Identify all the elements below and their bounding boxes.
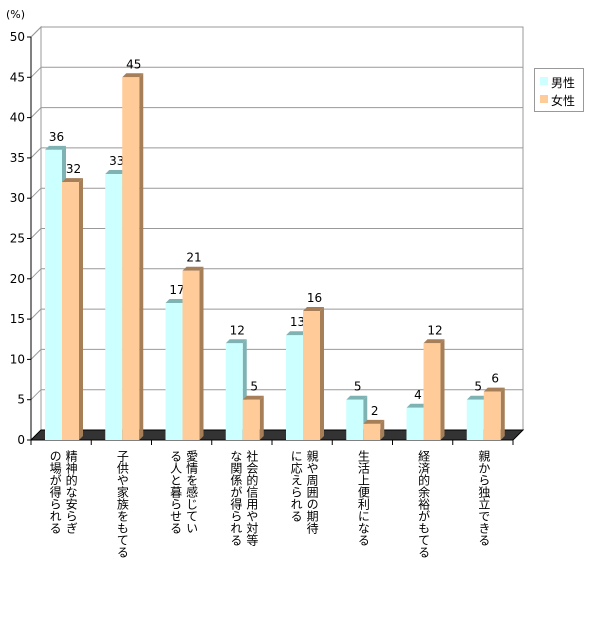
bar-top (423, 339, 445, 344)
legend: 男性 女性 (534, 68, 584, 112)
bar-top (406, 403, 428, 408)
x-category-label: 生活上便利になる (356, 450, 371, 546)
x-category-label: 愛情を感じてい (184, 450, 199, 534)
data-label: 21 (186, 251, 201, 265)
x-category-label: の場が得られる (48, 450, 63, 534)
bar (363, 423, 381, 440)
legend-swatch-male (540, 77, 548, 85)
bar-top (122, 73, 144, 78)
y-tick-label: 25 (10, 232, 25, 246)
gridline-side (30, 389, 42, 401)
bar-top (483, 387, 505, 392)
bar-top (225, 339, 247, 344)
data-label: 6 (491, 372, 499, 386)
data-label: 5 (474, 380, 482, 394)
gridline-side (30, 107, 42, 118)
y-tick-label: 5 (17, 393, 25, 407)
bar (466, 399, 484, 440)
bar (303, 311, 320, 440)
data-label: 13 (290, 315, 305, 329)
gridline-side (30, 147, 42, 159)
bar (105, 174, 123, 440)
y-tick-label: 10 (10, 352, 25, 366)
bar (242, 399, 260, 440)
data-label: 5 (250, 380, 258, 394)
y-tick-label: 20 (10, 272, 25, 286)
data-label: 32 (66, 162, 81, 176)
data-label: 36 (49, 130, 64, 144)
x-category-label: 社会的信用や対等 (244, 450, 259, 546)
bar-top (466, 395, 488, 400)
bar-side (139, 73, 144, 441)
data-label: 12 (427, 323, 442, 337)
bar-top (303, 307, 324, 312)
x-category-label: 子供や家族をもてる (115, 450, 130, 558)
bar-side (320, 307, 324, 440)
data-label: 33 (109, 154, 124, 168)
bar-top (62, 178, 83, 183)
y-tick-label: 35 (10, 151, 25, 165)
bar (225, 343, 243, 440)
bar-top (45, 145, 66, 150)
bar-side (380, 419, 385, 440)
bar-side (79, 178, 83, 440)
y-tick-label: 30 (10, 191, 25, 205)
bar-top (242, 395, 264, 400)
gridline-side (30, 268, 42, 280)
bar-side (259, 395, 264, 440)
data-label: 12 (230, 323, 245, 337)
legend-label-male: 男性 (551, 76, 576, 90)
data-label: 2 (371, 404, 379, 418)
x-category-label: 親や周囲の期待 (305, 450, 320, 534)
data-label: 5 (354, 380, 362, 394)
bar-side (440, 339, 445, 440)
y-tick-label: 45 (10, 70, 25, 84)
gridline-side (30, 308, 42, 320)
y-tick-label: 50 (10, 30, 25, 44)
gridline-side (30, 26, 42, 38)
bar (423, 343, 441, 440)
bar-side (199, 266, 204, 440)
data-label: 16 (307, 291, 322, 305)
x-category-label: に応えられる (289, 450, 304, 522)
bar-top (286, 331, 307, 336)
y-tick-label: 40 (10, 111, 25, 125)
x-category-label: 親から独立できる (476, 450, 491, 546)
bar-top (105, 170, 127, 175)
bar (286, 335, 303, 440)
bar (62, 182, 79, 440)
bar (165, 302, 183, 440)
legend-label-female: 女性 (551, 94, 576, 108)
bar-top (165, 298, 187, 303)
y-tick-label: 0 (17, 433, 25, 447)
gridline-side (30, 66, 42, 78)
x-category-label: な関係が得られる (228, 450, 243, 546)
legend-swatch-female (540, 95, 548, 103)
plot-floor (29, 429, 525, 441)
gridline-side (30, 228, 42, 239)
bar (346, 399, 364, 440)
bar (483, 391, 501, 440)
bar (406, 407, 424, 440)
bar (45, 149, 62, 440)
gridline-side (30, 187, 42, 199)
gridline-side (30, 349, 42, 360)
data-label: 45 (126, 57, 141, 71)
bar (182, 270, 200, 440)
data-label: 17 (169, 283, 184, 297)
x-category-label: る人と暮らせる (168, 450, 183, 534)
bar-side (500, 387, 505, 440)
bar-top (363, 419, 385, 424)
bar-top (346, 395, 368, 400)
y-axis-unit: (%) (6, 8, 26, 21)
bar (122, 77, 140, 441)
x-category-label: 経済的余裕がもてる (416, 450, 431, 558)
bar-top (182, 266, 204, 271)
y-tick-label: 15 (10, 312, 25, 326)
data-label: 4 (414, 388, 422, 402)
x-category-label: 精神的な安らぎ (64, 450, 79, 534)
